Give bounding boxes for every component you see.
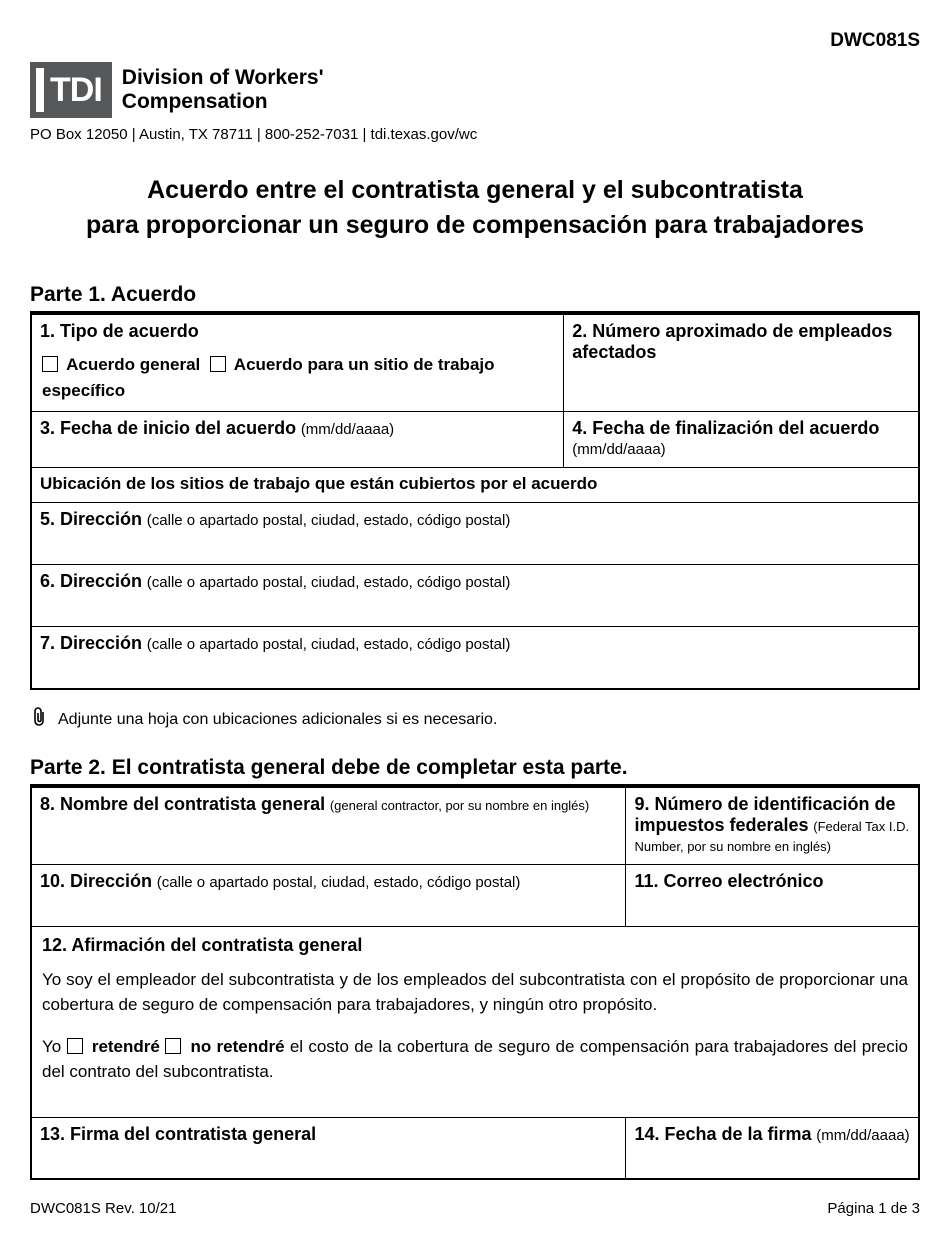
attach-note: Adjunte una hoja con ubicaciones adicion… bbox=[30, 706, 920, 734]
checkbox-retendre[interactable] bbox=[67, 1038, 83, 1054]
tdi-logo: TDI bbox=[30, 62, 112, 118]
attach-note-text: Adjunte una hoja con ubicaciones adicion… bbox=[58, 711, 497, 729]
division-line1: Division of Workers' bbox=[122, 66, 324, 89]
field5-hint: (calle o apartado postal, ciudad, estado… bbox=[147, 512, 511, 529]
logo-acronym: TDI bbox=[50, 73, 102, 107]
field-afirmacion: 12. Afirmación del contratista general Y… bbox=[31, 927, 919, 1118]
field3-hint: (mm/dd/aaaa) bbox=[301, 421, 394, 438]
address-line: PO Box 12050 | Austin, TX 78711 | 800-25… bbox=[30, 126, 920, 143]
footer-right: Página 1 de 3 bbox=[827, 1200, 920, 1217]
field6-label: 6. Dirección bbox=[40, 571, 142, 591]
field-fecha-fin[interactable]: 4. Fecha de finalización del acuerdo (mm… bbox=[564, 412, 919, 468]
field-direccion-7[interactable]: 7. Dirección (calle o apartado postal, c… bbox=[31, 627, 919, 689]
checkbox-sitio-especifico[interactable] bbox=[210, 356, 226, 372]
field-email[interactable]: 11. Correo electrónico bbox=[626, 865, 919, 927]
field-direccion-6[interactable]: 6. Dirección (calle o apartado postal, c… bbox=[31, 565, 919, 627]
logo-accent bbox=[36, 68, 44, 112]
field-firma[interactable]: 13. Firma del contratista general bbox=[31, 1117, 626, 1179]
field1-label: 1. Tipo de acuerdo bbox=[40, 321, 555, 342]
field8-hint: (general contractor, por su nombre en in… bbox=[330, 798, 589, 813]
division-line2: Compensation bbox=[122, 90, 268, 113]
opt-acuerdo-general: Acuerdo general bbox=[66, 355, 200, 374]
field12-label: 12. Afirmación del contratista general bbox=[42, 935, 908, 956]
footer-left: DWC081S Rev. 10/21 bbox=[30, 1200, 176, 1217]
affirm-para1: Yo soy el empleador del subcontratista y… bbox=[42, 968, 908, 1017]
checkbox-no-retendre[interactable] bbox=[165, 1038, 181, 1054]
field-num-empleados[interactable]: 2. Número aproximado de empleados afecta… bbox=[564, 314, 919, 412]
field-tipo-acuerdo: 1. Tipo de acuerdo Acuerdo general Acuer… bbox=[31, 314, 564, 412]
title-line2: para proporcionar un seguro de compensac… bbox=[86, 211, 864, 239]
part1-table: 1. Tipo de acuerdo Acuerdo general Acuer… bbox=[30, 313, 920, 690]
field10-hint: (calle o apartado postal, ciudad, estado… bbox=[157, 874, 521, 891]
field7-hint: (calle o apartado postal, ciudad, estado… bbox=[147, 636, 511, 653]
form-id: DWC081S bbox=[30, 30, 920, 52]
field-tax-id[interactable]: 9. Número de identificación de impuestos… bbox=[626, 787, 919, 865]
ubicacion-header: Ubicación de los sitios de trabajo que e… bbox=[31, 468, 919, 503]
field-direccion-10[interactable]: 10. Dirección (calle o apartado postal, … bbox=[31, 865, 626, 927]
title-line1: Acuerdo entre el contratista general y e… bbox=[147, 176, 803, 204]
part2-table: 8. Nombre del contratista general (gener… bbox=[30, 786, 920, 1181]
field14-label: 14. Fecha de la firma bbox=[634, 1124, 811, 1144]
field-fecha-firma[interactable]: 14. Fecha de la firma (mm/dd/aaaa) bbox=[626, 1117, 919, 1179]
affirm-para2: Yo retendré no retendré el costo de la c… bbox=[42, 1035, 908, 1084]
main-title: Acuerdo entre el contratista general y e… bbox=[30, 173, 920, 243]
field4-label: 4. Fecha de finalización del acuerdo bbox=[572, 418, 879, 438]
checkbox-acuerdo-general[interactable] bbox=[42, 356, 58, 372]
paperclip-icon bbox=[30, 706, 48, 734]
page-footer: DWC081S Rev. 10/21 Página 1 de 3 bbox=[30, 1200, 920, 1217]
field-nombre-contratista[interactable]: 8. Nombre del contratista general (gener… bbox=[31, 787, 626, 865]
field3-label: 3. Fecha de inicio del acuerdo bbox=[40, 418, 296, 438]
field11-label: 11. Correo electrónico bbox=[634, 871, 823, 891]
part2-title: Parte 2. El contratista general debe de … bbox=[30, 756, 920, 786]
field5-label: 5. Dirección bbox=[40, 509, 142, 529]
field2-label: 2. Número aproximado de empleados afecta… bbox=[572, 321, 892, 362]
field14-hint: (mm/dd/aaaa) bbox=[816, 1127, 909, 1144]
header: TDI Division of Workers' Compensation bbox=[30, 62, 920, 118]
opt-retendre: retendré bbox=[92, 1037, 160, 1056]
division-name: Division of Workers' Compensation bbox=[122, 66, 324, 114]
field-fecha-inicio[interactable]: 3. Fecha de inicio del acuerdo (mm/dd/aa… bbox=[31, 412, 564, 468]
part1-title: Parte 1. Acuerdo bbox=[30, 283, 920, 313]
field10-label: 10. Dirección bbox=[40, 871, 152, 891]
field8-label: 8. Nombre del contratista general bbox=[40, 794, 325, 814]
opt-no-retendre: no retendré bbox=[190, 1037, 284, 1056]
field6-hint: (calle o apartado postal, ciudad, estado… bbox=[147, 574, 511, 591]
field13-label: 13. Firma del contratista general bbox=[40, 1124, 316, 1144]
field7-label: 7. Dirección bbox=[40, 633, 142, 653]
field-direccion-5[interactable]: 5. Dirección (calle o apartado postal, c… bbox=[31, 503, 919, 565]
affirm-pre: Yo bbox=[42, 1037, 67, 1056]
field4-hint: (mm/dd/aaaa) bbox=[572, 441, 665, 458]
